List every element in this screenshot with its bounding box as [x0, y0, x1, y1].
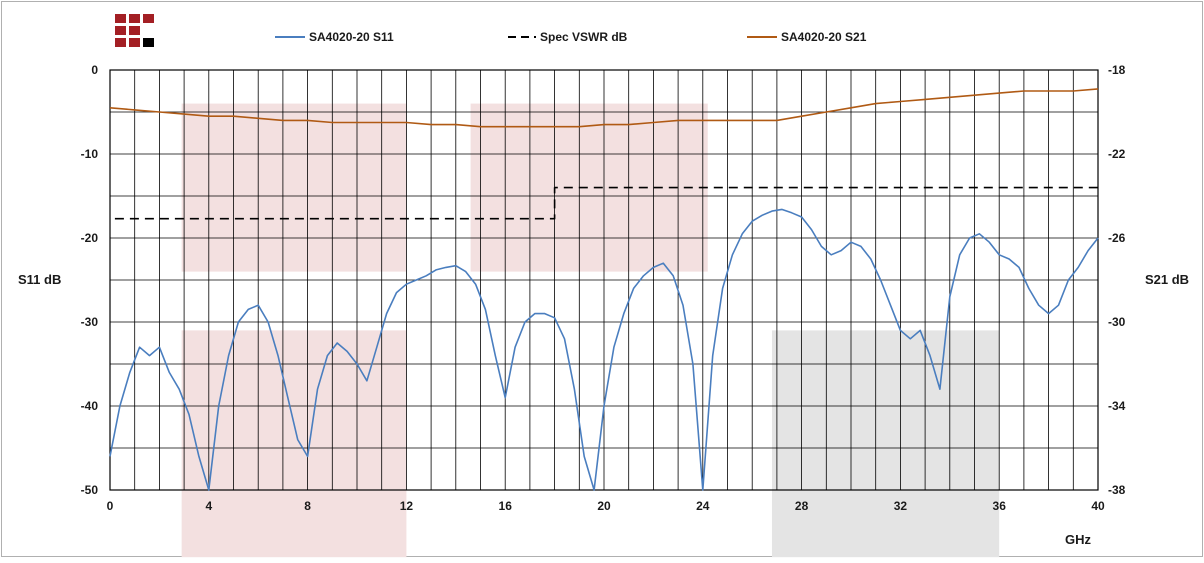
- legend-label-spec: Spec VSWR dB: [540, 30, 628, 44]
- y2-tick-label: -18: [1108, 63, 1126, 77]
- shaded-region-3: [771, 330, 1000, 558]
- x-axis-unit-label: GHz: [1065, 532, 1092, 547]
- x-tick-label: 8: [304, 499, 311, 513]
- y-tick-label: -30: [81, 315, 99, 329]
- shaded-region-2: [181, 330, 407, 558]
- y2-tick-label: -38: [1108, 483, 1126, 497]
- series-line-1: [114, 186, 1098, 220]
- y2-tick-label: -22: [1108, 147, 1126, 161]
- x-tick-label: 0: [107, 499, 114, 513]
- legend-label-s21: SA4020-20 S21: [781, 30, 867, 44]
- series-line-0: [109, 208, 1099, 491]
- legend-label-s11: SA4020-20 S11: [309, 30, 394, 44]
- x-tick-label: 24: [696, 499, 710, 513]
- y2-tick-label: -26: [1108, 231, 1126, 245]
- y-axis-title-right: S21 dB: [1145, 272, 1189, 287]
- shaded-region-0: [181, 103, 407, 272]
- x-tick-label: 36: [993, 499, 1007, 513]
- y-tick-label: -10: [81, 147, 99, 161]
- x-tick-label: 20: [597, 499, 611, 513]
- x-tick-label: 4: [205, 499, 212, 513]
- shaded-region-1: [470, 103, 708, 272]
- series-line-2: [109, 88, 1099, 128]
- legend: SA4020-20 S11 Spec VSWR dB SA4020-20 S21: [275, 30, 867, 44]
- y-tick-label: -40: [81, 399, 99, 413]
- y-tick-label: -50: [81, 483, 99, 497]
- x-tick-label: 12: [400, 499, 414, 513]
- y2-tick-label: -34: [1108, 399, 1126, 413]
- x-tick-label: 16: [499, 499, 513, 513]
- y-axis-title-left: S11 dB: [18, 272, 61, 287]
- y2-tick-label: -30: [1108, 315, 1126, 329]
- x-tick-label: 40: [1091, 499, 1105, 513]
- company-logo: [115, 14, 154, 47]
- y-tick-label: 0: [91, 63, 98, 77]
- x-tick-label: 32: [894, 499, 908, 513]
- y-tick-label: -20: [81, 231, 99, 245]
- plot-area-border: [109, 69, 1099, 491]
- x-tick-label: 28: [795, 499, 809, 513]
